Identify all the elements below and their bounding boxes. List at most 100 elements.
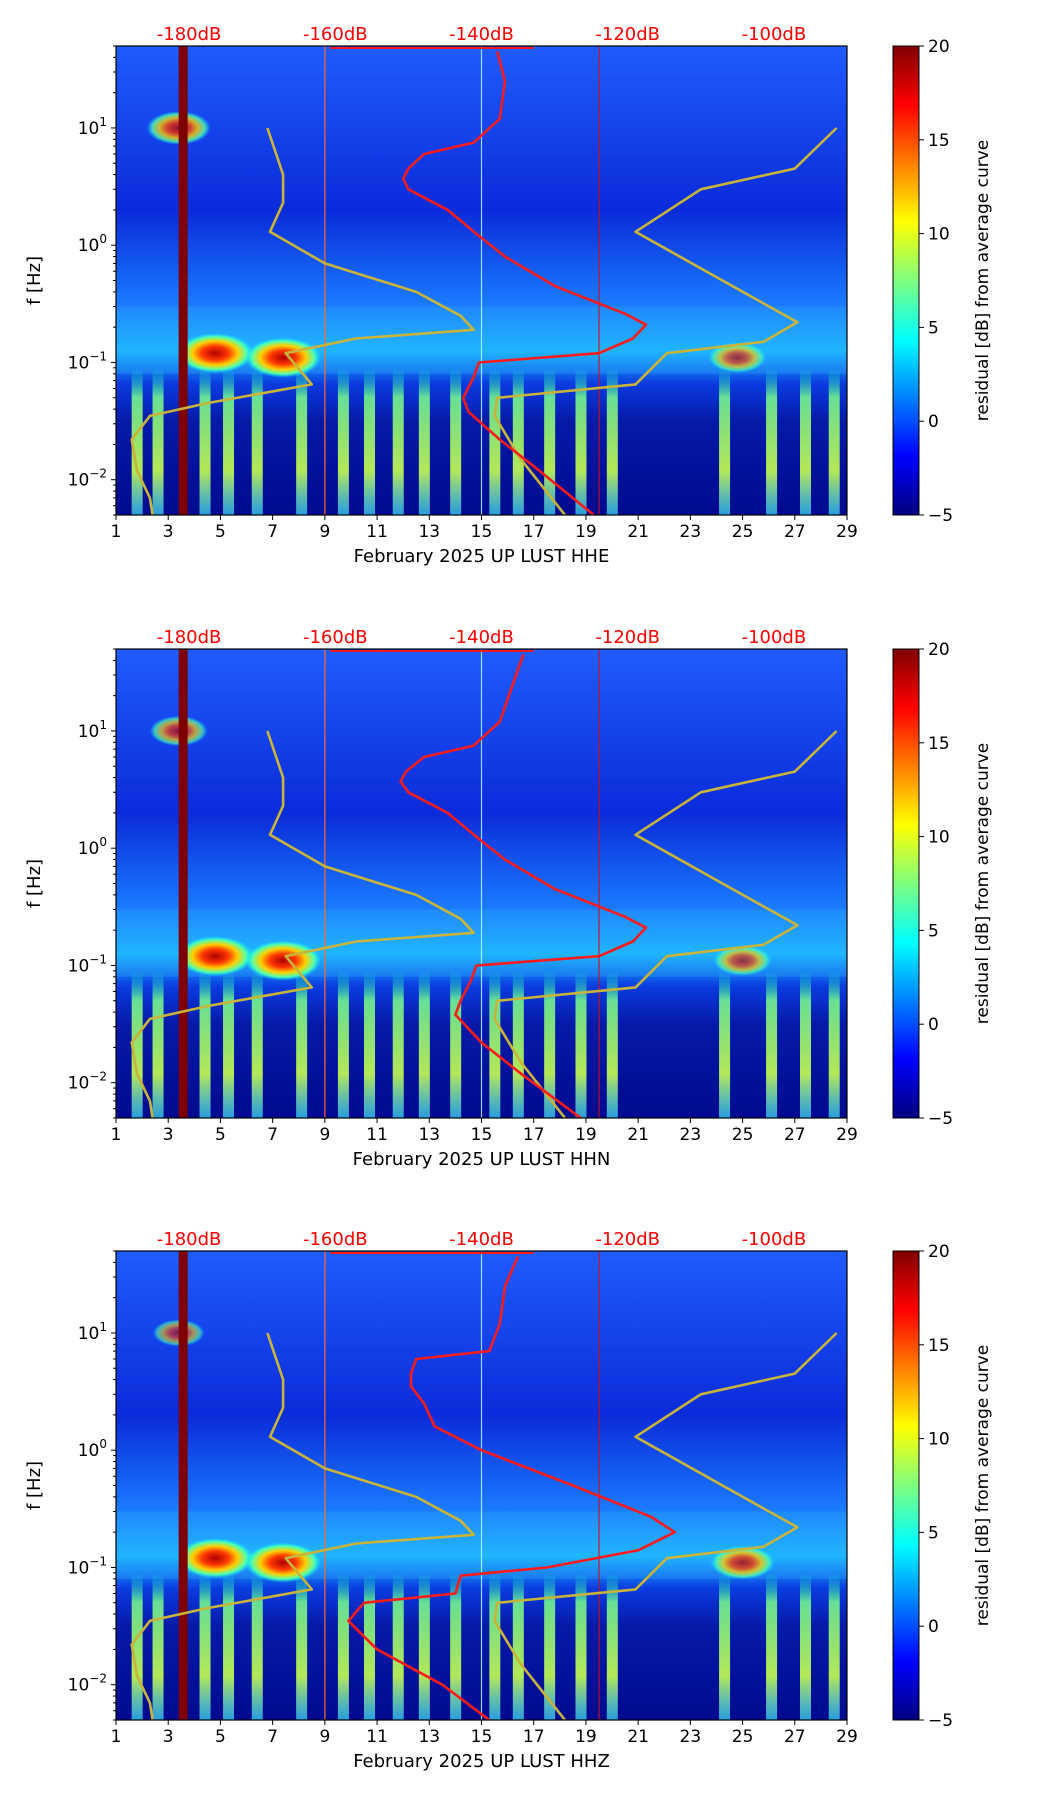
low-frequency-streak <box>606 1572 618 1720</box>
x-tick-label: 21 <box>627 1125 649 1145</box>
y-axis-label: f [Hz] <box>24 859 45 908</box>
low-frequency-streak <box>152 970 164 1118</box>
colorbar-tick-label: 15 <box>928 1336 950 1356</box>
low-frequency-streak <box>800 367 812 515</box>
y-tick-label: 10−2 <box>68 1672 107 1696</box>
low-frequency-streak <box>131 367 143 515</box>
colorbar-tick-label: 10 <box>928 828 950 848</box>
low-frequency-streak <box>512 367 524 515</box>
low-frequency-streak <box>131 970 143 1118</box>
low-frequency-streak <box>392 970 404 1118</box>
low-frequency-streak <box>392 1572 404 1720</box>
y-axis-label: f [Hz] <box>24 1461 45 1510</box>
colorbar-label: residual [dB] from average curve <box>973 743 993 1024</box>
x-tick-label: 25 <box>732 1727 754 1747</box>
y-tick-label: 10−2 <box>68 1070 107 1094</box>
top-db-label: -160dB <box>303 627 368 648</box>
x-tick-label: 11 <box>366 1727 388 1747</box>
x-tick-label: 21 <box>627 1727 649 1747</box>
top-db-label: -140dB <box>449 24 514 45</box>
low-frequency-streak <box>489 367 501 515</box>
colorbar-label: residual [dB] from average curve <box>973 1345 993 1626</box>
low-frequency-streak <box>152 1572 164 1720</box>
colorbar-tick-label: 5 <box>928 921 939 941</box>
top-db-label: -100dB <box>742 1229 807 1250</box>
data-gap-column <box>178 649 188 1118</box>
low-frequency-streak <box>199 367 211 515</box>
x-tick-label: 7 <box>267 1727 278 1747</box>
x-tick-label: 5 <box>215 1125 226 1145</box>
low-frequency-streak <box>489 1572 501 1720</box>
x-tick-label: 9 <box>319 1727 330 1747</box>
low-frequency-streak <box>364 1572 376 1720</box>
colorbar-label: residual [dB] from average curve <box>973 140 993 421</box>
low-frequency-streak <box>800 970 812 1118</box>
top-db-label: -180dB <box>157 627 222 648</box>
y-tick-label: 101 <box>78 1320 107 1344</box>
low-frequency-streak <box>719 1572 731 1720</box>
low-frequency-streak <box>251 1572 263 1720</box>
x-axis-label: February 2025 UP LUST HHZ <box>353 1751 610 1772</box>
mean-noise-curve <box>401 51 648 515</box>
x-tick-label: 7 <box>267 1125 278 1145</box>
low-frequency-streak <box>223 1572 235 1720</box>
y-tick-label: 101 <box>78 115 107 139</box>
residual-hotspot <box>708 342 767 373</box>
low-frequency-streak <box>575 1572 587 1720</box>
top-db-label: -100dB <box>742 24 807 45</box>
x-tick-label: 17 <box>523 1727 545 1747</box>
data-gap-column <box>178 46 188 515</box>
mean-noise-curve <box>347 1255 677 1720</box>
x-tick-label: 13 <box>418 1727 440 1747</box>
y-tick-label: 101 <box>78 718 107 742</box>
colorbar-tick-label: 5 <box>928 318 939 338</box>
x-tick-label: 25 <box>732 1125 754 1145</box>
low-frequency-streak <box>418 970 430 1118</box>
x-tick-label: 25 <box>732 522 754 542</box>
x-tick-label: 5 <box>215 522 226 542</box>
low-frequency-streak <box>199 970 211 1118</box>
low-frequency-streak <box>719 367 731 515</box>
x-tick-label: 9 <box>319 1125 330 1145</box>
x-tick-label: 19 <box>575 1125 597 1145</box>
low-frequency-streak <box>766 1572 778 1720</box>
top-db-label: -120dB <box>595 24 660 45</box>
x-tick-label: 3 <box>163 1125 174 1145</box>
colorbar-tick-label: 20 <box>928 640 950 660</box>
residual-hotspot <box>177 1538 254 1579</box>
noise-model-curve-1 <box>130 1332 476 1720</box>
x-tick-label: 27 <box>784 1125 806 1145</box>
top-db-label: -160dB <box>303 1229 368 1250</box>
low-frequency-streak <box>223 367 235 515</box>
low-frequency-streak <box>450 1572 462 1720</box>
low-frequency-streak <box>489 970 501 1118</box>
low-frequency-streak <box>251 970 263 1118</box>
low-frequency-streak <box>392 367 404 515</box>
low-frequency-streak <box>337 1572 349 1720</box>
noise-model-curve-2 <box>493 127 838 515</box>
plot-area <box>116 46 847 515</box>
x-tick-label: 1 <box>111 1727 122 1747</box>
plot-area <box>116 1251 847 1720</box>
x-tick-label: 17 <box>523 522 545 542</box>
x-axis-label: February 2025 UP LUST HHE <box>354 546 610 567</box>
residual-hotspot <box>245 337 322 378</box>
x-tick-label: 11 <box>366 1125 388 1145</box>
low-frequency-streak <box>364 970 376 1118</box>
colorbar <box>892 648 920 1119</box>
y-tick-label: 10−2 <box>68 467 107 491</box>
x-tick-label: 1 <box>111 1125 122 1145</box>
low-frequency-streak <box>418 1572 430 1720</box>
low-frequency-streak <box>828 1572 840 1720</box>
colorbar-tick-label: 0 <box>928 412 939 432</box>
low-frequency-streak <box>828 367 840 515</box>
low-frequency-streak <box>575 970 587 1118</box>
x-tick-label: 29 <box>836 1125 858 1145</box>
x-tick-label: 19 <box>575 1727 597 1747</box>
noise-model-curve-1 <box>130 127 476 515</box>
top-db-label: -100dB <box>742 627 807 648</box>
x-tick-label: 7 <box>267 522 278 542</box>
x-tick-label: 21 <box>627 522 649 542</box>
